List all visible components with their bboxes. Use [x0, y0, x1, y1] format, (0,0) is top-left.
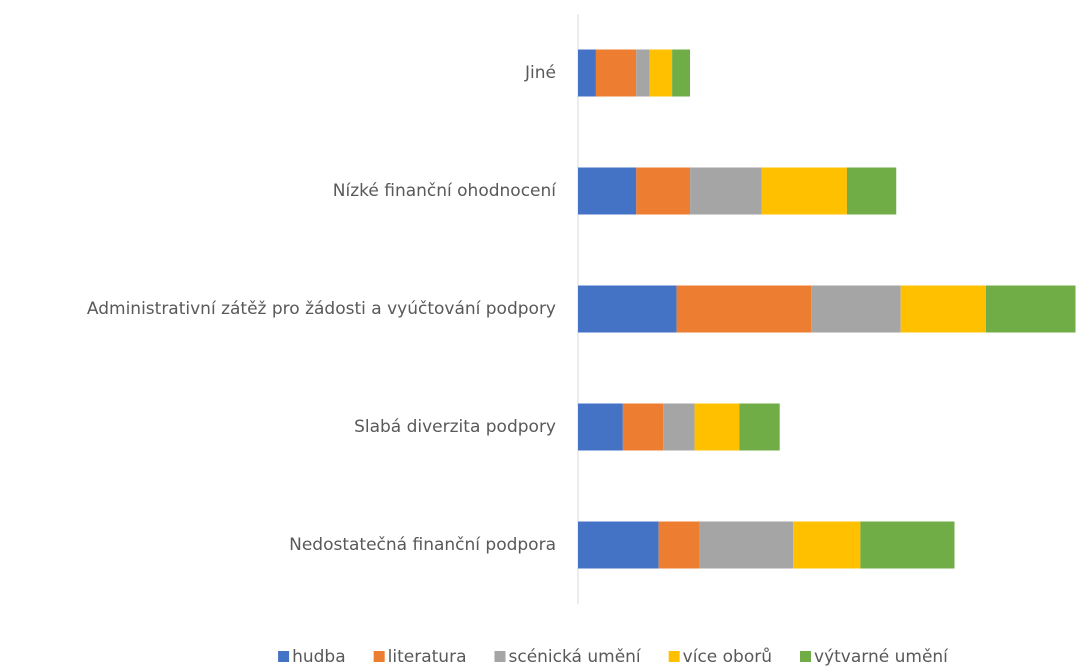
bar-segment [649, 49, 673, 97]
bar-segment [578, 403, 623, 451]
bar-segment [578, 49, 596, 97]
legend-swatch [278, 651, 290, 662]
bar-segment [636, 49, 650, 97]
bar-segment [860, 521, 955, 569]
bar-segment [694, 403, 740, 451]
bar-segment [658, 521, 700, 569]
legend-label: výtvarné umění [814, 647, 949, 666]
bar-segment [595, 49, 637, 97]
y-tick-label: Slabá diverzita podpory [354, 417, 556, 437]
legend-swatch [800, 651, 812, 662]
legend-swatch [494, 651, 506, 662]
bar-segment [622, 403, 664, 451]
bar-segment [985, 285, 1076, 333]
bar-segment [699, 521, 794, 569]
bar-segment [793, 521, 861, 569]
bar-segment [636, 167, 691, 215]
y-tick-label: Administrativní zátěž pro žádosti a vyúč… [87, 299, 556, 319]
legend-label: scénická umění [508, 647, 641, 666]
legend-label: hudba [292, 647, 346, 666]
legend-label: literatura [388, 647, 467, 666]
bar-segment [846, 167, 897, 215]
bar-segment [578, 167, 637, 215]
bar-segment [676, 285, 812, 333]
bar-segment [811, 285, 901, 333]
bar-segment [690, 167, 762, 215]
legend-swatch [668, 651, 680, 662]
legend-label: více oborů [683, 647, 772, 666]
bar-segment [739, 403, 780, 451]
bar-segment [578, 521, 659, 569]
y-tick-label: Nedostatečná finanční podpora [289, 535, 556, 555]
y-tick-label: Nízké finanční ohodnocení [333, 181, 558, 201]
bar-segment [578, 285, 677, 333]
bar-segment [900, 285, 986, 333]
legend-swatch [373, 651, 385, 662]
bar-segment [761, 167, 847, 215]
y-tick-label: Jiné [524, 63, 556, 83]
bar-segment [672, 49, 691, 97]
bar-segment [663, 403, 695, 451]
